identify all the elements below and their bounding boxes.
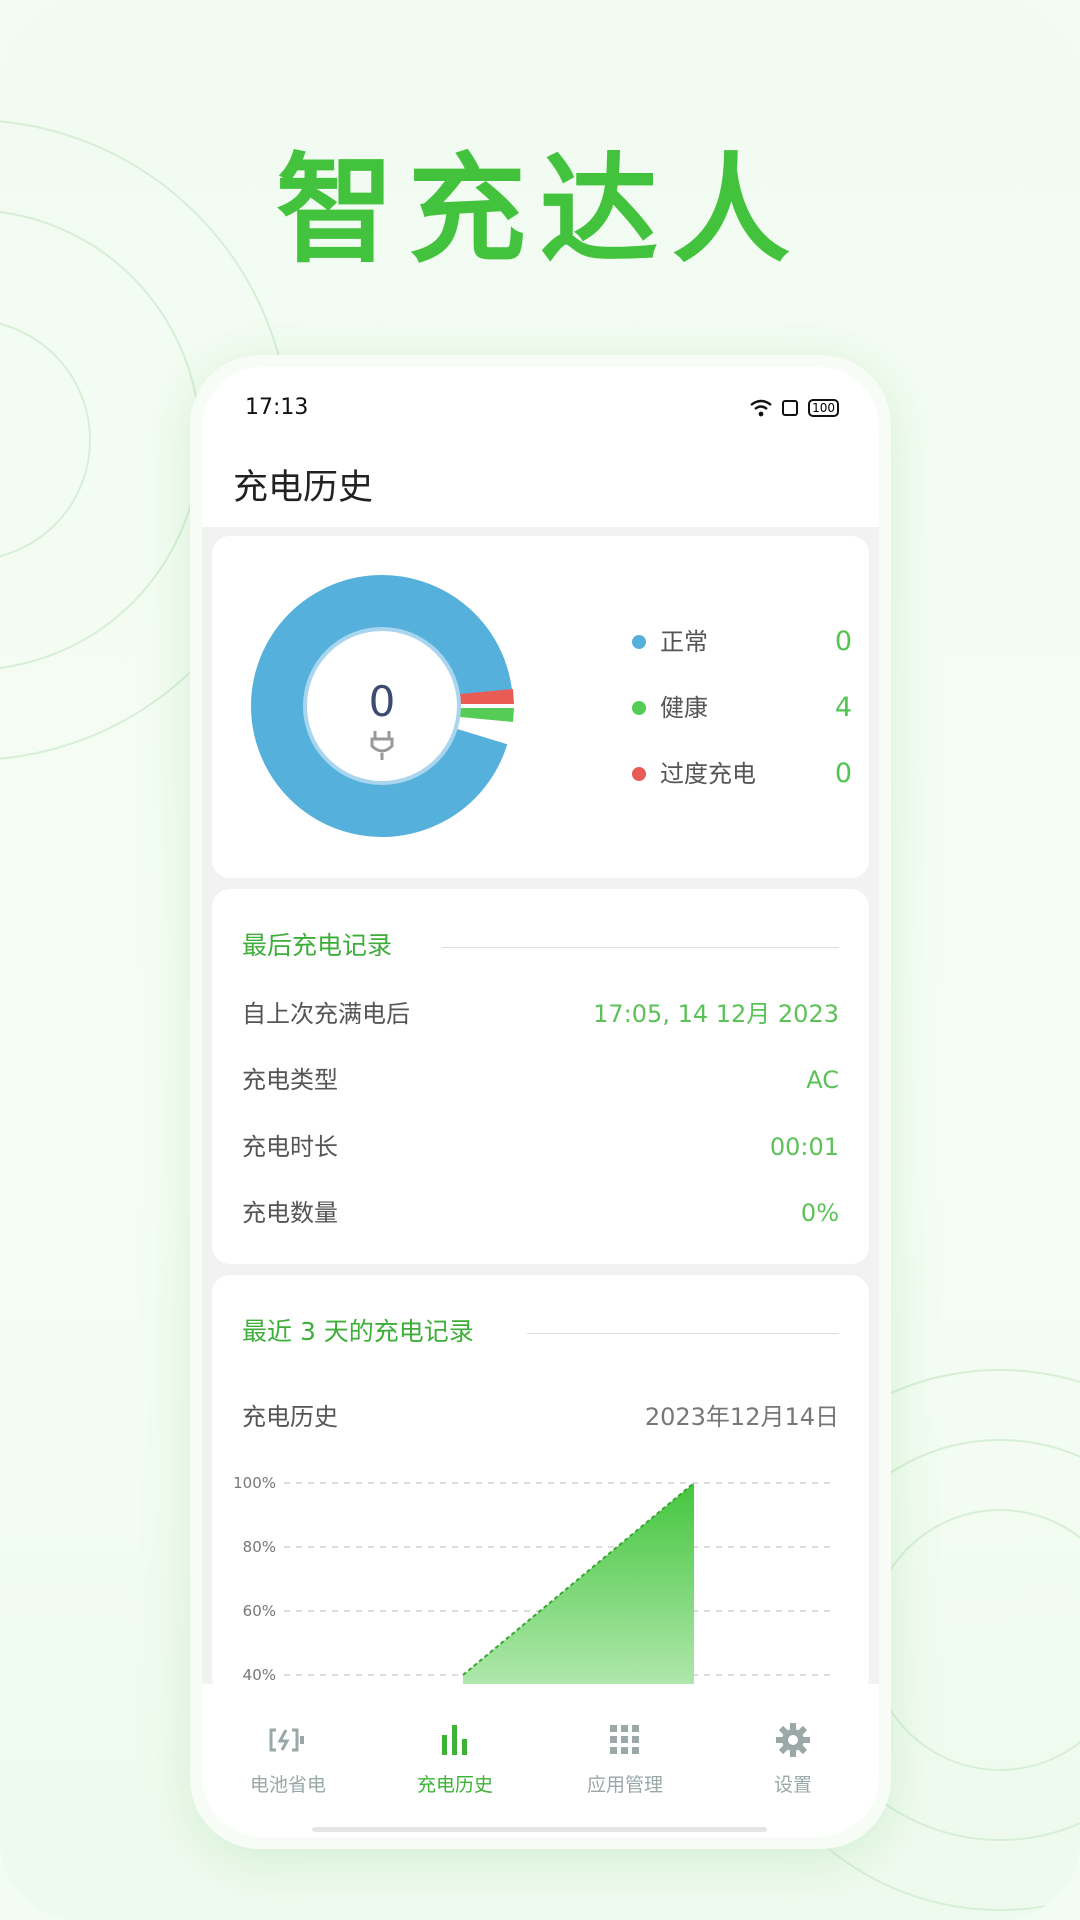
status-time: 17:13 <box>245 395 309 420</box>
nav-charge-history[interactable]: 充电历史 <box>395 1718 515 1797</box>
charge-area-chart: 100% 80% 60% 40% <box>233 1474 833 1695</box>
chart-date[interactable]: 2023年12月14日 <box>644 1403 839 1431</box>
y-tick-label: 40% <box>243 1666 276 1684</box>
donut-chart: 0 <box>251 575 514 837</box>
section-title: 最后充电记录 <box>242 931 393 960</box>
section-title: 最近 3 天的充电记录 <box>242 1317 474 1346</box>
nav-label: 电池省电 <box>249 1774 326 1796</box>
last-charge-card: 最后充电记录 自上次充满电后 17:05, 14 12月 2023 充电类型 AC … <box>212 889 869 1264</box>
wifi-icon <box>750 399 772 417</box>
brand-title: 智充达人 <box>275 141 804 279</box>
charge-area <box>463 1483 694 1695</box>
summary-card: 0 正常 0 健康 4 过度充电 0 <box>212 536 869 878</box>
recent-card: 最近 3 天的充电记录 充电历史 2023年12月14日 100% 80% 60% 40… <box>212 1275 869 1695</box>
info-row: 充电数量 0% <box>242 1199 839 1228</box>
nav-settings[interactable]: 设置 <box>733 1718 853 1797</box>
divider <box>527 1333 839 1334</box>
divider <box>442 947 839 948</box>
legend-dot <box>632 635 646 649</box>
legend-label: 过度充电 <box>660 759 756 788</box>
chart-subtitle: 充电历史 <box>242 1403 338 1431</box>
nav-app-management[interactable]: 应用管理 <box>565 1718 685 1797</box>
legend-dot <box>632 767 646 781</box>
battery-bolt-icon <box>228 1718 348 1762</box>
donut-slice-overcharge <box>460 689 514 704</box>
nav-battery-saver[interactable]: 电池省电 <box>228 1718 348 1797</box>
row-value: 17:05, 14 12月 2023 <box>593 1000 839 1028</box>
phone-frame: 17:13 100 充电历史 0 正常 0 健康 4 过度充电 0 最后充电记录 自上… <box>190 355 891 1849</box>
legend-value: 4 <box>834 691 852 723</box>
row-value: AC <box>806 1066 839 1094</box>
nav-label: 设置 <box>773 1774 812 1796</box>
legend-overcharge: 过度充电 0 <box>632 754 852 794</box>
nav-label: 应用管理 <box>586 1774 663 1796</box>
battery-icon: 100 <box>808 399 839 417</box>
row-value: 0% <box>800 1199 839 1227</box>
bottom-nav: 电池省电 充电历史 应用管理 设置 <box>202 1684 879 1837</box>
status-icons: 100 <box>750 395 839 421</box>
page-title: 充电历史 <box>233 468 374 508</box>
row-value: 00:01 <box>769 1133 839 1161</box>
sim-icon <box>782 400 799 416</box>
legend-label: 正常 <box>660 627 708 656</box>
info-row: 充电时长 00:01 <box>242 1133 839 1162</box>
legend-normal: 正常 0 <box>632 622 852 662</box>
bar-chart-icon <box>395 1718 515 1762</box>
plug-icon <box>370 731 394 760</box>
charge-line <box>462 1482 695 1676</box>
legend-value: 0 <box>834 625 852 657</box>
y-tick-label: 100% <box>233 1474 276 1492</box>
chart-header: 充电历史 2023年12月14日 <box>242 1403 839 1432</box>
app-header: 17:13 100 充电历史 <box>202 367 879 527</box>
row-label: 充电数量 <box>242 1199 338 1227</box>
y-tick-label: 60% <box>243 1602 276 1620</box>
app-screen: 17:13 100 充电历史 0 正常 0 健康 4 过度充电 0 最后充电记录 自上… <box>202 367 879 1837</box>
donut-center-value: 0 <box>369 677 396 726</box>
row-label: 充电类型 <box>242 1066 338 1094</box>
legend-dot <box>632 701 646 715</box>
y-tick-label: 80% <box>243 1538 276 1556</box>
donut-slice-healthy <box>460 708 514 722</box>
legend-value: 0 <box>834 757 852 789</box>
row-label: 充电时长 <box>242 1133 338 1161</box>
donut-slice-normal <box>251 575 513 837</box>
info-row: 自上次充满电后 17:05, 14 12月 2023 <box>242 1000 839 1029</box>
info-row: 充电类型 AC <box>242 1066 839 1095</box>
grid-icon <box>565 1718 685 1762</box>
legend-healthy: 健康 4 <box>632 688 852 728</box>
home-indicator[interactable] <box>312 1827 767 1832</box>
gear-icon <box>733 1718 853 1762</box>
nav-label: 充电历史 <box>416 1774 493 1796</box>
row-label: 自上次充满电后 <box>242 1000 410 1028</box>
legend-label: 健康 <box>660 693 708 722</box>
